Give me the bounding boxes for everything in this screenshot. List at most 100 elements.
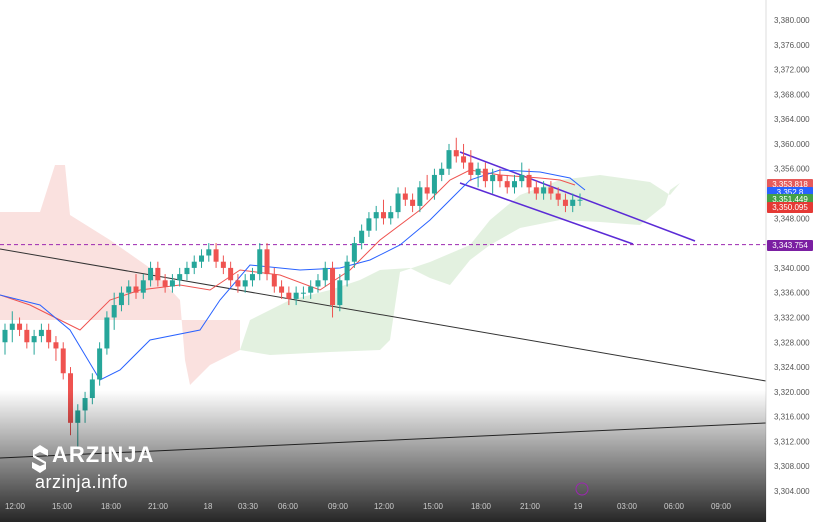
- price-tick-label: 3,328.000: [774, 338, 810, 347]
- price-tick-label: 3,320.000: [774, 388, 810, 397]
- lightning-icon: [575, 482, 589, 496]
- time-tick-label: 09:00: [711, 502, 732, 511]
- candle-body: [155, 267, 161, 281]
- descending-trendline: [0, 248, 767, 382]
- candle-body: [526, 174, 532, 188]
- candle-body: [555, 193, 561, 200]
- candle-body: [9, 323, 15, 330]
- candle-body: [351, 243, 357, 262]
- candle-body: [89, 379, 95, 399]
- candle-body: [133, 286, 139, 293]
- candle-body: [126, 286, 132, 293]
- candle-body: [53, 342, 59, 349]
- candle-body: [541, 187, 547, 194]
- base-line: [0, 169, 586, 381]
- price-tick-label: 3,316.000: [774, 413, 810, 422]
- price-tick-label: 3,364.000: [774, 115, 810, 124]
- brand-url: arzinja.info: [35, 472, 129, 492]
- time-tick-label: 12:00: [5, 502, 26, 511]
- price-tick-label: 3,324.000: [774, 363, 810, 372]
- price-tick-label: 3,380.000: [774, 16, 810, 25]
- time-tick-label: 03:00: [617, 502, 638, 511]
- candle-body: [519, 174, 525, 182]
- time-tick-label: 18: [204, 502, 213, 511]
- time-tick-label: 15:00: [423, 502, 444, 511]
- candle-body: [562, 199, 568, 206]
- price-tick-label: 3,336.000: [774, 289, 810, 298]
- candle-body: [31, 336, 37, 343]
- candle-body: [431, 174, 437, 194]
- candle-body: [308, 286, 314, 293]
- candle-body: [533, 187, 539, 194]
- candle-body: [271, 274, 277, 287]
- price-tick-label: 3,308.000: [774, 462, 810, 471]
- time-tick-label: 18:00: [471, 502, 492, 511]
- candle-body: [235, 280, 241, 287]
- candle-body: [373, 212, 379, 219]
- candle-body: [380, 212, 386, 219]
- price-tick-label: 3,360.000: [774, 140, 810, 149]
- candle-body: [38, 329, 44, 337]
- price-tick-label: 3,376.000: [774, 41, 810, 50]
- candle-body: [366, 218, 372, 231]
- price-tick-label: 3,372.000: [774, 66, 810, 75]
- candle-body: [177, 274, 183, 281]
- candle-body: [184, 267, 190, 275]
- conversion-line: [0, 169, 576, 331]
- price-tag: 3,352.8: [767, 187, 813, 198]
- candle-body: [242, 280, 248, 287]
- price-tag: 3,343.754: [767, 240, 813, 251]
- candle-body: [162, 280, 168, 287]
- candle-body: [577, 199, 583, 201]
- time-tick-label: 21:00: [148, 502, 169, 511]
- bottom-gradient: [0, 390, 766, 522]
- candle-body: [24, 329, 30, 343]
- time-tick-label: 12:00: [374, 502, 395, 511]
- time-tick-label: 06:00: [664, 502, 685, 511]
- candle-body: [293, 292, 299, 299]
- candle-body: [104, 317, 110, 349]
- candle-body: [220, 261, 226, 268]
- price-tick-label: 3,312.000: [774, 437, 810, 446]
- price-tag: 3,353.818: [767, 179, 813, 190]
- candle-body: [388, 212, 394, 219]
- candle-body: [446, 150, 452, 169]
- candle-body: [359, 230, 365, 244]
- candle-body: [148, 267, 154, 281]
- candle-body: [504, 181, 510, 188]
- channel-upper-line: [459, 151, 696, 242]
- arzinja-logo-icon: [32, 445, 48, 473]
- candle-body: [286, 292, 292, 299]
- time-tick-label: 03:30: [238, 502, 259, 511]
- candle-body: [191, 261, 197, 268]
- time-tick-label: 09:00: [328, 502, 349, 511]
- candle-body: [118, 292, 124, 306]
- candle-body: [213, 249, 219, 262]
- brand-name: ARZINJA: [52, 442, 155, 467]
- candle-body: [140, 280, 146, 293]
- candle-body: [439, 168, 445, 175]
- cloud-bullish: [240, 175, 680, 355]
- price-tag: 3,351.449: [767, 194, 813, 205]
- candle-body: [315, 280, 321, 287]
- candle-body: [199, 255, 205, 262]
- candle-body: [264, 249, 270, 275]
- candle-body: [46, 329, 52, 343]
- candle-body: [337, 280, 343, 306]
- candle-body: [548, 187, 554, 194]
- candle-body: [475, 168, 481, 175]
- price-tick-label: 3,348.000: [774, 214, 810, 223]
- candle-body: [97, 348, 103, 380]
- candle-body: [249, 274, 255, 281]
- candle-body: [482, 168, 488, 182]
- candle-body: [424, 187, 430, 194]
- price-tick-label: 3,368.000: [774, 90, 810, 99]
- candle-body: [279, 286, 285, 293]
- candle-body: [111, 305, 117, 318]
- price-tick-label: 3,304.000: [774, 487, 810, 496]
- candle-body: [169, 280, 175, 287]
- candle-body: [206, 249, 212, 256]
- time-tick-label: 19: [574, 502, 583, 511]
- cloud-bearish: [0, 165, 240, 385]
